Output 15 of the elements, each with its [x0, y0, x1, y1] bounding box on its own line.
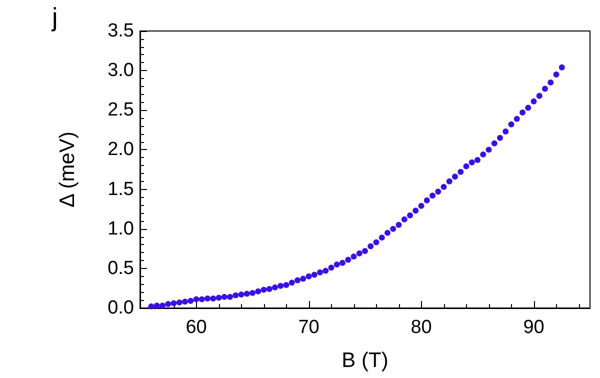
y-tick-label: 2.5 — [108, 100, 134, 121]
x-axis-title: B (T) — [342, 349, 388, 372]
y-tick-label: 1.0 — [108, 218, 134, 240]
x-tick-label: 60 — [186, 317, 207, 338]
y-tick-label: 3.5 — [108, 20, 134, 42]
x-tick-label: 80 — [410, 317, 432, 338]
x-tick-label: 70 — [298, 317, 320, 338]
y-tick-label: 0.5 — [108, 258, 134, 279]
y-axis-title: Δ (meV) — [56, 132, 79, 208]
y-tick-label: 0.0 — [108, 298, 134, 318]
x-tick-label: 90 — [523, 317, 544, 338]
y-tick-label: 2.0 — [108, 139, 134, 160]
y-tick-label: 1.5 — [108, 178, 134, 200]
y-tick-label: 3.0 — [108, 60, 134, 82]
text: j — [51, 2, 58, 32]
